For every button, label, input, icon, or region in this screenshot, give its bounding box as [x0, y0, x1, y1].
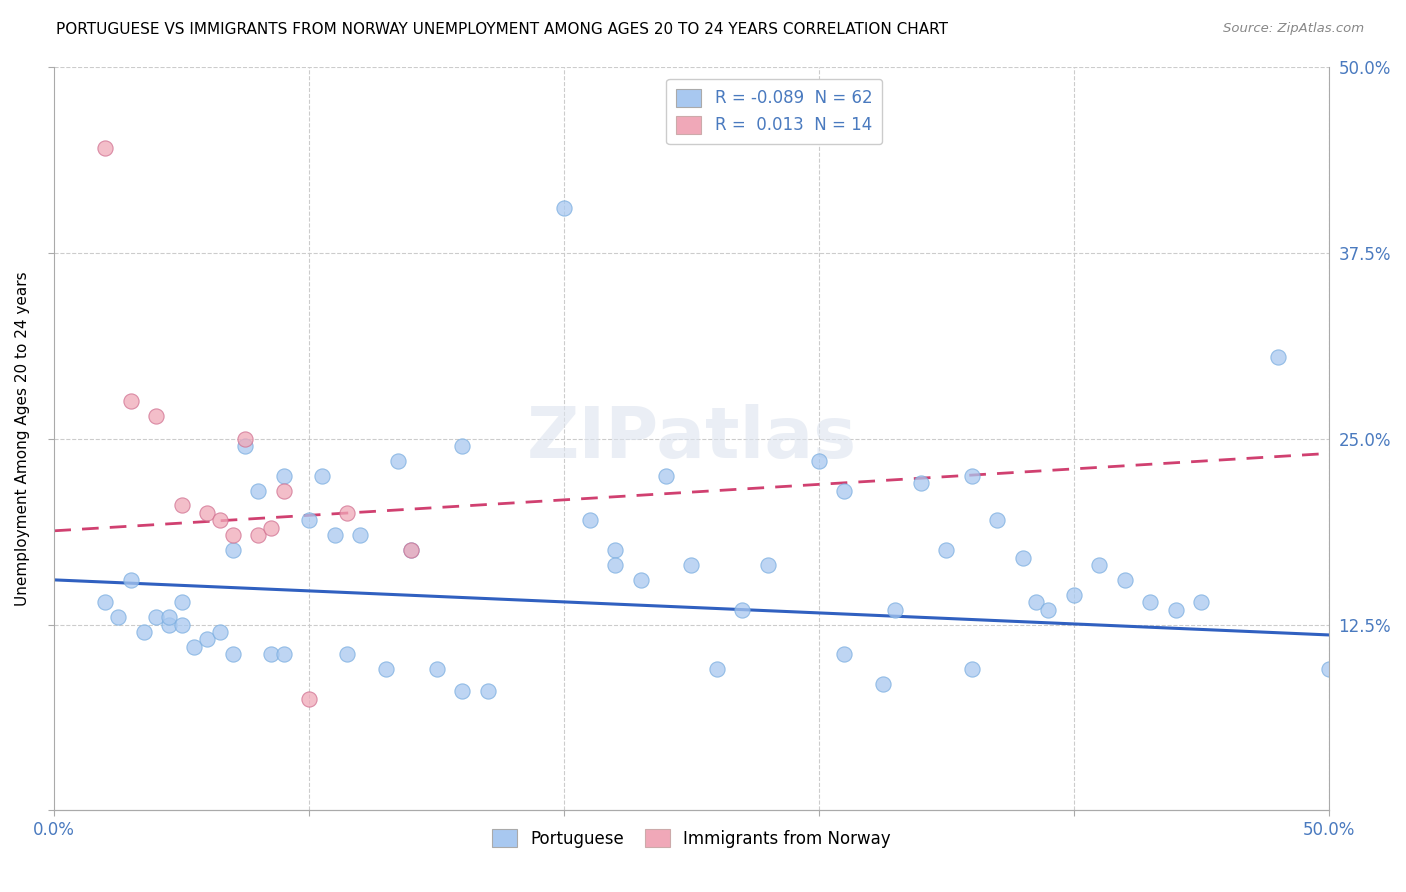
Point [157, 610, 180, 624]
Point [247, 483, 270, 498]
Point [1139, 595, 1161, 609]
Point [399, 543, 422, 558]
Point [94, 595, 117, 609]
Point [170, 617, 193, 632]
Point [1025, 595, 1047, 609]
Point [655, 468, 678, 483]
Point [603, 558, 626, 572]
Point [807, 454, 830, 468]
Point [603, 543, 626, 558]
Point [94, 141, 117, 155]
Point [1088, 558, 1111, 572]
Point [872, 677, 894, 691]
Point [170, 499, 193, 513]
Point [578, 513, 600, 527]
Point [1317, 662, 1340, 676]
Text: PORTUGUESE VS IMMIGRANTS FROM NORWAY UNEMPLOYMENT AMONG AGES 20 TO 24 YEARS CORR: PORTUGUESE VS IMMIGRANTS FROM NORWAY UNE… [56, 22, 948, 37]
Point [399, 543, 422, 558]
Point [1164, 602, 1187, 616]
Point [208, 513, 231, 527]
Point [222, 543, 245, 558]
Point [336, 506, 359, 520]
Point [260, 521, 283, 535]
Point [157, 617, 180, 632]
Point [960, 662, 983, 676]
Point [426, 662, 449, 676]
Point [630, 573, 652, 587]
Point [960, 468, 983, 483]
Point [273, 468, 295, 483]
Point [195, 632, 218, 647]
Point [834, 483, 856, 498]
Point [387, 454, 409, 468]
Point [195, 506, 218, 520]
Point [731, 602, 754, 616]
Text: Source: ZipAtlas.com: Source: ZipAtlas.com [1223, 22, 1364, 36]
Point [170, 595, 193, 609]
Point [1114, 573, 1136, 587]
Point [132, 624, 155, 639]
Point [260, 647, 283, 661]
Point [834, 647, 856, 661]
Point [986, 513, 1008, 527]
Point [247, 528, 270, 542]
Point [756, 558, 779, 572]
Point [298, 513, 321, 527]
Point [107, 610, 129, 624]
Point [222, 647, 245, 661]
Point [935, 543, 957, 558]
Point [910, 476, 932, 491]
Point [706, 662, 728, 676]
Point [323, 528, 346, 542]
Point [183, 640, 205, 654]
Point [145, 610, 167, 624]
Point [374, 662, 396, 676]
Point [235, 439, 257, 453]
Point [336, 647, 359, 661]
Point [1011, 550, 1033, 565]
Y-axis label: Unemployment Among Ages 20 to 24 years: Unemployment Among Ages 20 to 24 years [15, 271, 30, 606]
Point [1189, 595, 1212, 609]
Point [884, 602, 907, 616]
Point [553, 201, 575, 215]
Point [1063, 588, 1085, 602]
Point [145, 409, 167, 424]
Point [681, 558, 703, 572]
Point [1267, 350, 1289, 364]
Point [451, 439, 474, 453]
Legend: Portuguese, Immigrants from Norway: Portuguese, Immigrants from Norway [486, 822, 897, 855]
Point [120, 394, 142, 409]
Text: ZIPatlas: ZIPatlas [526, 404, 856, 473]
Point [273, 647, 295, 661]
Point [235, 432, 257, 446]
Point [222, 528, 245, 542]
Point [273, 483, 295, 498]
Point [120, 573, 142, 587]
Point [477, 684, 499, 698]
Point [298, 692, 321, 706]
Point [1038, 602, 1060, 616]
Point [311, 468, 333, 483]
Point [451, 684, 474, 698]
Point [208, 624, 231, 639]
Point [349, 528, 371, 542]
